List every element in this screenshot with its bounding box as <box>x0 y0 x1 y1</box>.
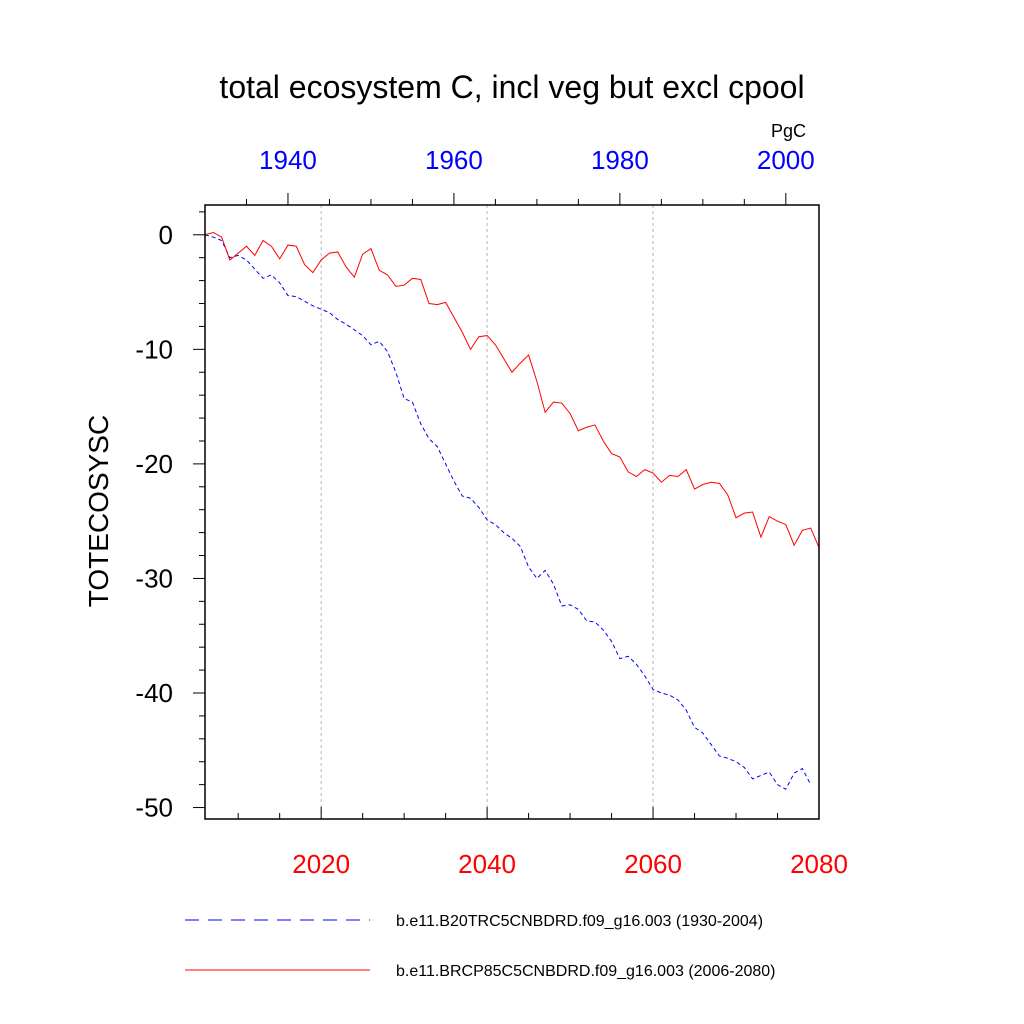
y-tick-label--30: -30 <box>135 563 173 593</box>
legend-label-rcp85: b.e11.BRCP85C5CNBDRD.f09_g16.003 (2006-2… <box>396 963 775 980</box>
x-bottom-tick-label-2040: 2040 <box>458 849 516 879</box>
legend: b.e11.B20TRC5CNBDRD.f09_g16.003 (1930-20… <box>185 913 775 980</box>
y-tick-label--50: -50 <box>135 793 173 823</box>
x-top-tick-label-1940: 1940 <box>259 145 317 175</box>
data-series <box>204 231 820 790</box>
y-tick-label--20: -20 <box>135 449 173 479</box>
x-bottom-tick-label-2080: 2080 <box>790 849 848 879</box>
series-line-rcp85 <box>204 231 820 548</box>
legend-label-historical: b.e11.B20TRC5CNBDRD.f09_g16.003 (1930-20… <box>396 913 763 930</box>
x-top-tick-label-1960: 1960 <box>425 145 483 175</box>
plot-frame <box>204 204 820 820</box>
axes: 2020 2040 2060 2080 1940 1960 1980 2000 0 -10 -20 -… <box>135 145 848 879</box>
y-tick-label-0: 0 <box>159 220 173 250</box>
chart-title: total ecosystem C, incl veg but excl cpo… <box>219 69 804 105</box>
series-line-historical <box>204 234 812 790</box>
x-bottom-tick-label-2060: 2060 <box>624 849 682 879</box>
y-tick-label--40: -40 <box>135 678 173 708</box>
x-top-tick-label-1980: 1980 <box>591 145 649 175</box>
x-top-tick-label-2000: 2000 <box>757 145 815 175</box>
vertical-gridlines <box>320 205 654 819</box>
units-label: PgC <box>771 121 806 141</box>
y-axis-label: TOTECOSYSC <box>83 415 114 607</box>
x-bottom-tick-label-2020: 2020 <box>292 849 350 879</box>
y-tick-label--10: -10 <box>135 334 173 364</box>
